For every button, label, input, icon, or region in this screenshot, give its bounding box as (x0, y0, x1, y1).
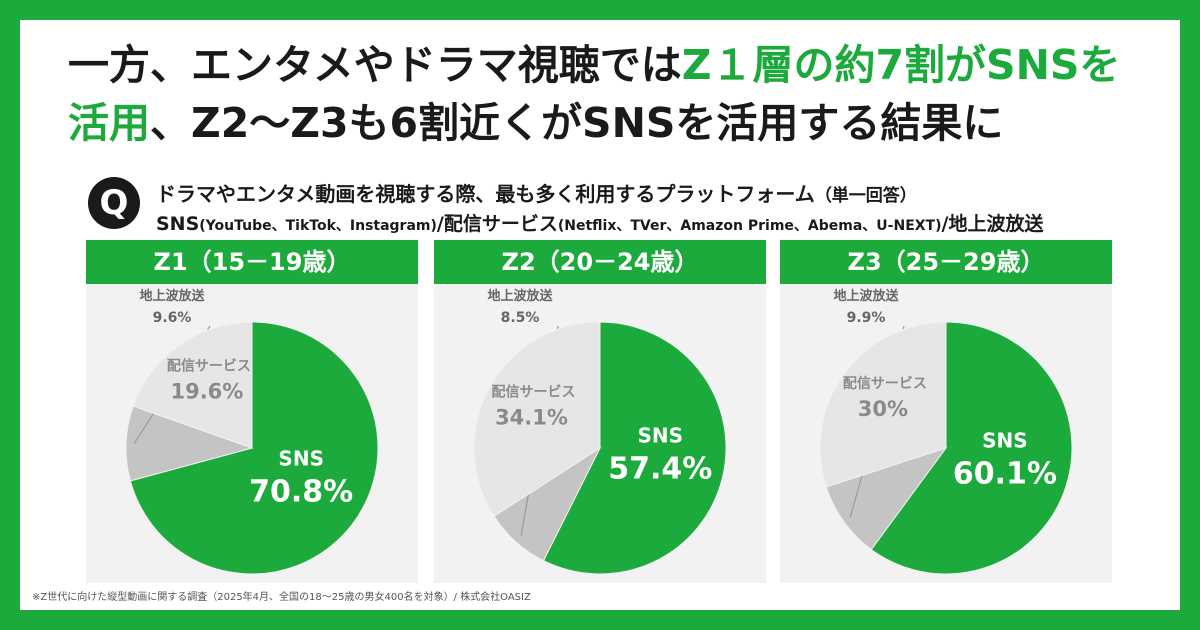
pie-slice-terrestrial (825, 447, 948, 551)
slice-value-sns: 70.8% (249, 475, 353, 510)
slice-name-terrestrial: 地上波放送 (139, 288, 205, 304)
headline-line-1: 一方、エンタメやドラマ視聴ではZ１層の約7割がSNSを (68, 40, 1120, 90)
question-options: SNS(YouTube、TikTok、Instagram)/配信サービス(Net… (156, 209, 1043, 236)
option-sns-examples: (YouTube、TikTok、Instagram) (199, 218, 437, 234)
slice-name-sns: SNS (638, 423, 684, 447)
slice-name-streaming: 配信サービス (167, 357, 251, 374)
pie-chart-z3: SNS 60.1% 地上波放送 9.9% 配信サービス 30% (819, 288, 1073, 575)
slice-name-streaming: 配信サービス (492, 384, 576, 401)
question-badge: Q (88, 177, 140, 229)
pie-slice-sns (129, 321, 379, 575)
pie-slice-streaming (819, 321, 947, 488)
headline-line-2-dark: 、Z2～Z3も6割近くがSNSを活用する結果に (150, 99, 1004, 147)
slice-value-sns: 60.1% (953, 456, 1057, 491)
pie-slice-terrestrial (125, 405, 254, 482)
option-streaming: /配信サービス (436, 213, 558, 235)
slice-value-terrestrial: 8.5% (501, 310, 540, 326)
option-terrestrial: /地上波放送 (941, 213, 1044, 235)
headline-line-1-dark: 一方、エンタメやドラマ視聴では (68, 41, 682, 89)
pie-slice-sns (870, 321, 1073, 575)
chart-panel-z3: Z3（25－29歳） SNS 60.1% 地上波放送 9.9% 配信サービス 30% (780, 240, 1112, 583)
question-note: （単一回答） (814, 186, 917, 206)
pie-chart-z2: SNS 57.4% 地上波放送 8.5% 配信サービス 34.1% (473, 288, 727, 575)
slice-name-terrestrial: 地上波放送 (487, 288, 553, 304)
chart-title: Z3（25－29歳） (780, 240, 1112, 284)
headline-line-2: 活用、Z2～Z3も6割近くがSNSを活用する結果に (68, 98, 1003, 148)
headline-line-2-green: 活用 (68, 99, 150, 147)
pie-slice-streaming (473, 321, 601, 517)
slice-value-streaming: 19.6% (170, 379, 243, 403)
pie-slice-sns (542, 321, 727, 575)
headline-line-1-green: Z１層の約7割がSNSを (681, 41, 1121, 89)
chart-title: Z1（15－19歳） (86, 240, 418, 284)
slice-value-terrestrial: 9.6% (153, 310, 192, 326)
option-streaming-examples: (Netflix、TVer、Amazon Prime、Abema、U-NEXT) (557, 218, 942, 234)
slice-name-sns: SNS (982, 428, 1028, 452)
slice-name-terrestrial: 地上波放送 (833, 288, 899, 304)
slice-value-streaming: 30% (858, 397, 908, 421)
slice-value-sns: 57.4% (608, 451, 712, 486)
footnote: ※Z世代に向けた縦型動画に関する調査（2025年4月、全国の18～25歳の男女4… (32, 592, 531, 603)
chart-panel-z1: Z1（15－19歳） SNS 70.8% 地上波放送 9.6% 配信サービス 19.6% (86, 240, 418, 583)
chart-title: Z2（20－24歳） (434, 240, 766, 284)
question-main: ドラマやエンタメ動画を視聴する際、最も多く利用するプラットフォーム (156, 182, 815, 206)
slice-name-streaming: 配信サービス (843, 375, 927, 392)
option-sns: SNS (156, 213, 200, 235)
slice-value-terrestrial: 9.9% (847, 310, 886, 326)
question-text: ドラマやエンタメ動画を視聴する際、最も多く利用するプラットフォーム（単一回答） (156, 178, 917, 207)
pie-slice-streaming (132, 321, 253, 449)
pie-chart-z1: SNS 70.8% 地上波放送 9.6% 配信サービス 19.6% (125, 288, 379, 575)
chart-panel-z2: Z2（20－24歳） SNS 57.4% 地上波放送 8.5% 配信サービス 34.1% (434, 240, 766, 583)
slice-value-streaming: 34.1% (495, 406, 568, 430)
slice-name-sns: SNS (278, 447, 324, 471)
